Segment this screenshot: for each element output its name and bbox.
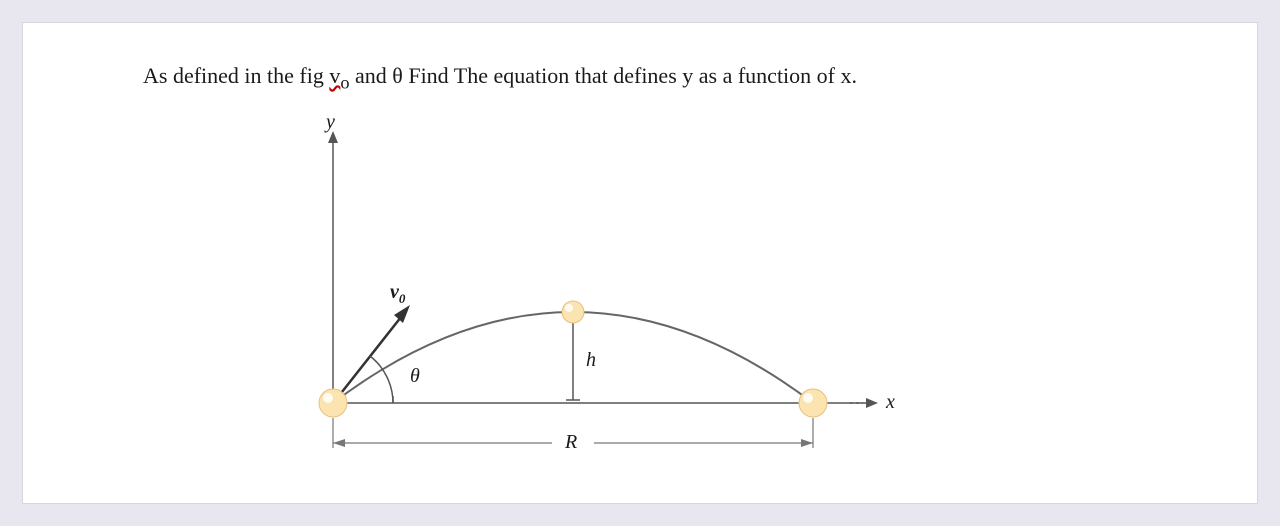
ball-end	[799, 389, 827, 417]
r-arrow-right	[801, 439, 813, 447]
diagram-svg	[238, 113, 938, 483]
x-axis-label: x	[886, 391, 895, 414]
v0-label: v0	[390, 281, 405, 307]
ball-origin	[319, 389, 347, 417]
ball-end-highlight	[803, 393, 813, 403]
question-panel: As defined in the fig vo and θ Find The …	[22, 22, 1258, 504]
ball-apex-highlight	[565, 304, 573, 312]
question-v0: vo	[329, 63, 349, 88]
r-label: R	[565, 431, 577, 454]
x-axis-arrowhead	[866, 398, 878, 408]
question-prefix: As defined in the fig	[143, 63, 329, 88]
r-arrow-left	[333, 439, 345, 447]
h-label: h	[586, 349, 596, 372]
ball-origin-highlight	[323, 393, 333, 403]
v0-arrow-line	[338, 312, 405, 397]
theta-label: θ	[410, 365, 420, 388]
angle-arc	[370, 356, 393, 403]
v0-arrowhead	[394, 305, 410, 323]
question-middle: and θ Find The equation that defines y a…	[350, 63, 857, 88]
ball-apex	[562, 301, 584, 323]
y-axis-label: y	[326, 111, 335, 134]
question-text: As defined in the fig vo and θ Find The …	[143, 63, 1217, 93]
projectile-diagram: y x v0 θ h R	[238, 113, 938, 483]
